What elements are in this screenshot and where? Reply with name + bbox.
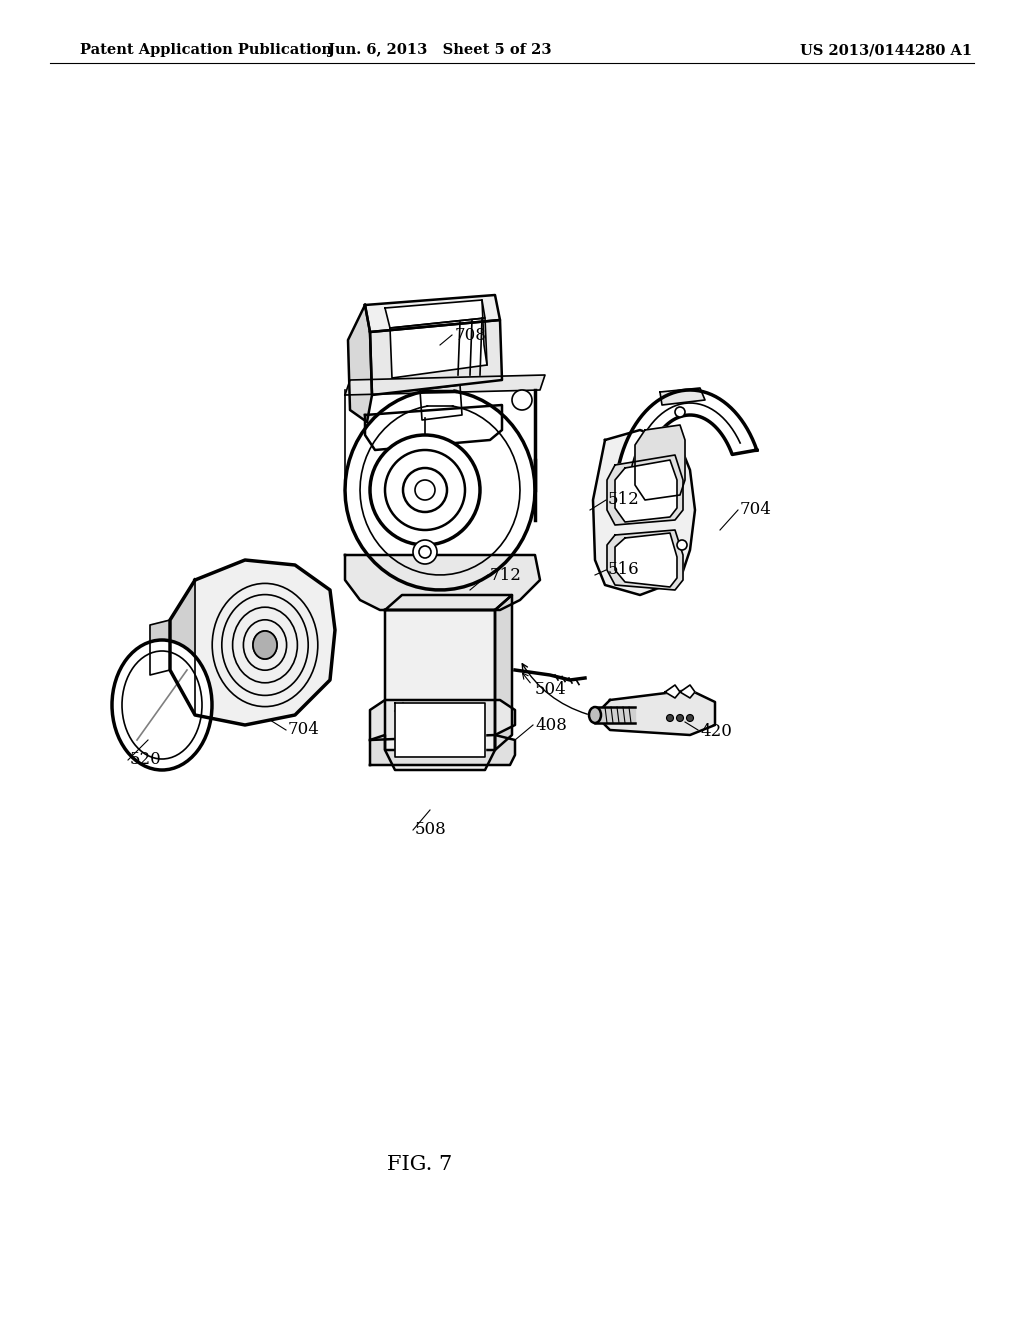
Polygon shape bbox=[615, 389, 757, 517]
Circle shape bbox=[675, 407, 685, 417]
Polygon shape bbox=[385, 595, 512, 610]
Polygon shape bbox=[660, 388, 705, 405]
Polygon shape bbox=[607, 455, 683, 525]
Polygon shape bbox=[395, 704, 485, 756]
Text: FIG. 7: FIG. 7 bbox=[387, 1155, 453, 1175]
Polygon shape bbox=[345, 554, 540, 610]
Polygon shape bbox=[370, 735, 515, 766]
Text: 520: 520 bbox=[130, 751, 162, 768]
Polygon shape bbox=[615, 459, 677, 521]
Text: Jun. 6, 2013   Sheet 5 of 23: Jun. 6, 2013 Sheet 5 of 23 bbox=[329, 44, 552, 57]
Polygon shape bbox=[600, 690, 715, 735]
Polygon shape bbox=[370, 700, 515, 741]
Polygon shape bbox=[365, 294, 500, 333]
Polygon shape bbox=[385, 610, 495, 770]
Text: Patent Application Publication: Patent Application Publication bbox=[80, 44, 332, 57]
Text: 504: 504 bbox=[535, 681, 566, 698]
Polygon shape bbox=[170, 560, 335, 725]
Polygon shape bbox=[635, 425, 685, 500]
Polygon shape bbox=[365, 405, 502, 450]
Text: 516: 516 bbox=[608, 561, 640, 578]
Polygon shape bbox=[593, 430, 695, 595]
Circle shape bbox=[370, 436, 480, 545]
Polygon shape bbox=[390, 318, 487, 378]
Text: 704: 704 bbox=[288, 722, 319, 738]
Polygon shape bbox=[615, 533, 677, 587]
Polygon shape bbox=[607, 531, 683, 590]
Polygon shape bbox=[348, 305, 372, 422]
Text: 420: 420 bbox=[700, 723, 732, 741]
Circle shape bbox=[413, 540, 437, 564]
Polygon shape bbox=[345, 375, 545, 395]
Text: 704: 704 bbox=[740, 502, 772, 519]
Ellipse shape bbox=[589, 708, 601, 723]
Ellipse shape bbox=[112, 640, 212, 770]
Polygon shape bbox=[665, 685, 680, 698]
Circle shape bbox=[677, 540, 687, 550]
Circle shape bbox=[677, 714, 683, 722]
Text: 408: 408 bbox=[535, 717, 567, 734]
Polygon shape bbox=[370, 319, 502, 395]
Text: 712: 712 bbox=[490, 566, 522, 583]
Polygon shape bbox=[150, 579, 195, 715]
Ellipse shape bbox=[253, 631, 278, 659]
Circle shape bbox=[512, 389, 532, 411]
Polygon shape bbox=[680, 685, 695, 698]
Polygon shape bbox=[385, 300, 485, 327]
Text: 512: 512 bbox=[608, 491, 640, 508]
Circle shape bbox=[686, 714, 693, 722]
Circle shape bbox=[667, 714, 674, 722]
Text: US 2013/0144280 A1: US 2013/0144280 A1 bbox=[800, 44, 972, 57]
Polygon shape bbox=[420, 385, 462, 420]
Text: 708: 708 bbox=[455, 326, 486, 343]
Text: 508: 508 bbox=[415, 821, 446, 838]
Polygon shape bbox=[495, 595, 512, 750]
Polygon shape bbox=[345, 391, 535, 590]
